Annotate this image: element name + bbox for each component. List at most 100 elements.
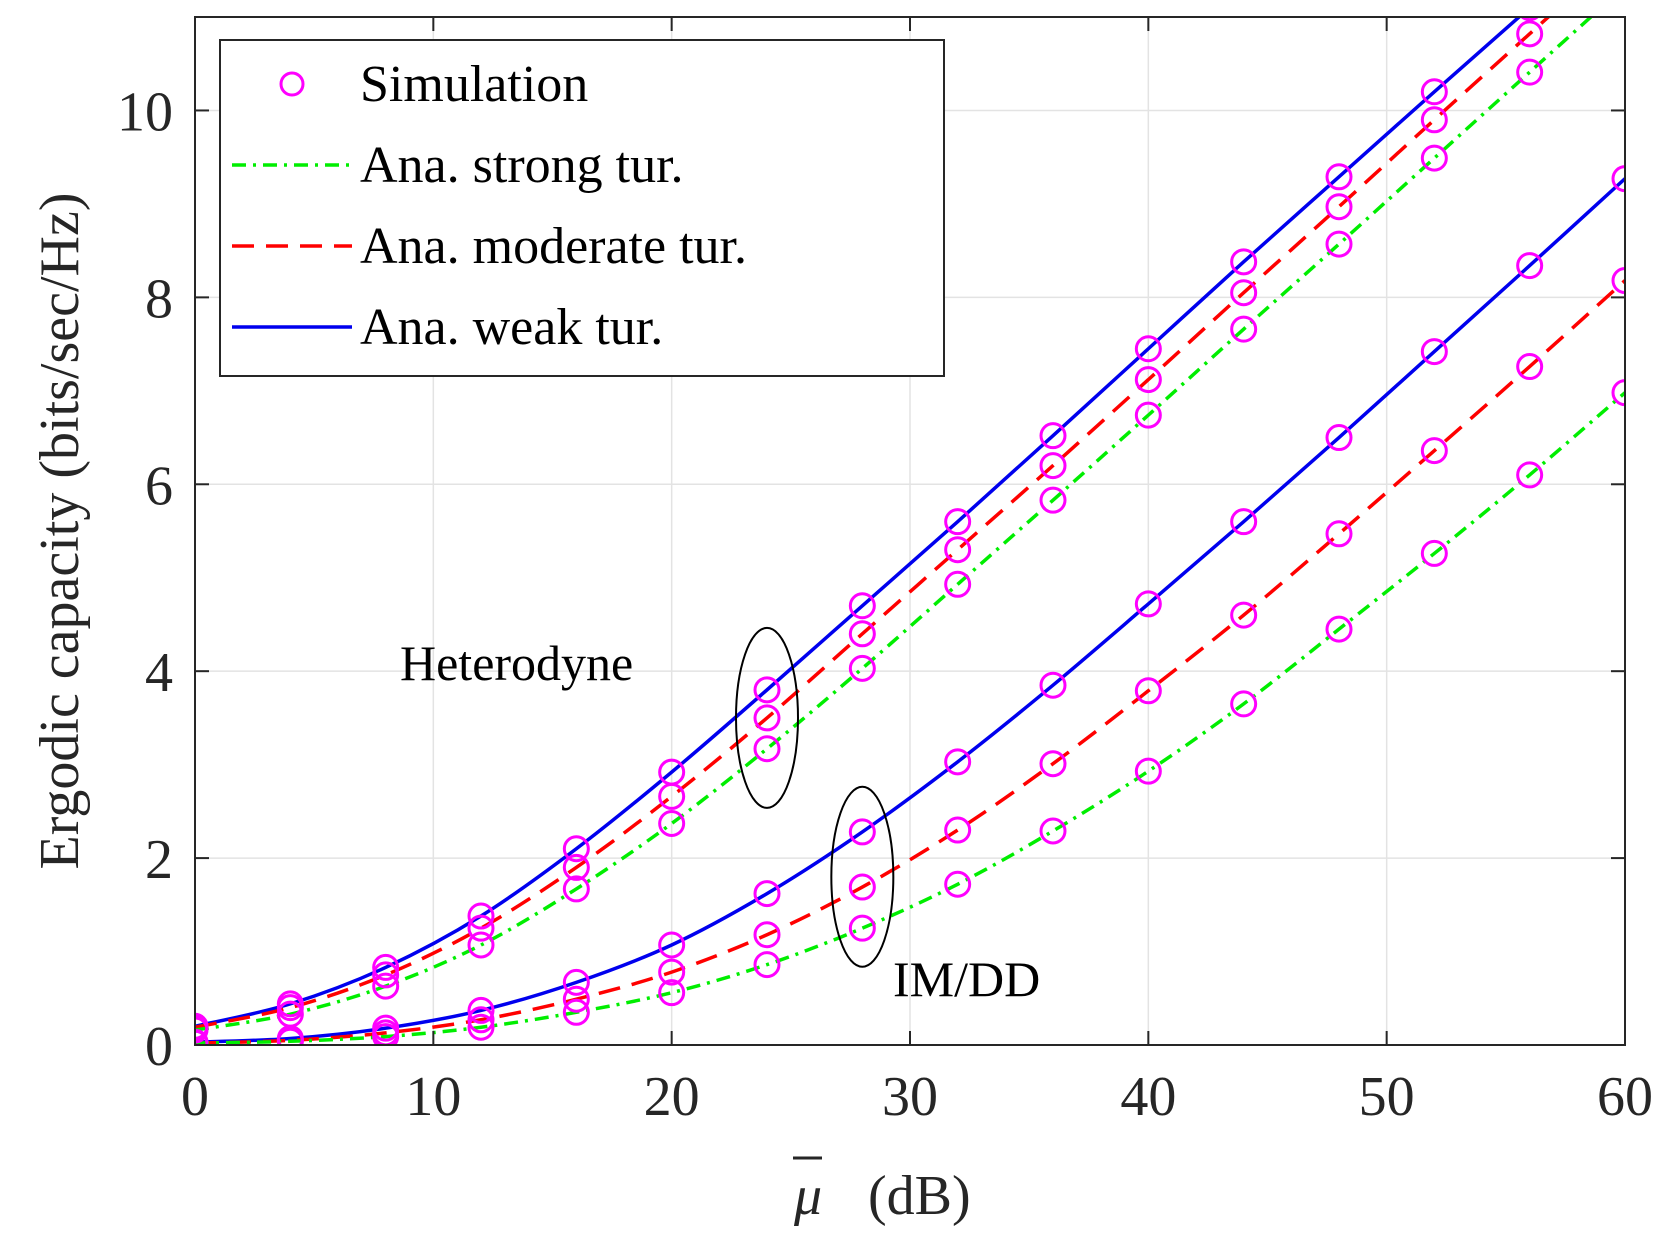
heterodyne-group-ellipse	[735, 626, 799, 809]
heterodyne-weak-sim-point	[1134, 335, 1162, 363]
im-dd-moderate-sim-point	[848, 873, 876, 901]
series-lines	[195, 17, 1625, 1045]
simulation-markers	[195, 17, 1625, 1045]
im-dd-strong-sim-point	[848, 914, 876, 942]
heterodyne-weak-sim-point	[1420, 78, 1448, 106]
heterodyne-strong-sim-point	[753, 735, 781, 763]
heterodyne-weak-line	[195, 17, 1522, 1029]
legend-box	[219, 39, 945, 377]
im-dd-moderate-sim-point	[944, 816, 972, 844]
im-dd-moderate-sim-point	[658, 958, 686, 986]
heterodyne-moderate-sim-point	[1420, 106, 1448, 134]
heterodyne-moderate-line	[195, 17, 1551, 1029]
legend-simulation-marker	[279, 71, 305, 97]
heterodyne-strong-sim-point	[1134, 401, 1162, 429]
y-tick-label: 6	[145, 455, 173, 517]
heterodyne-moderate-sim-point	[944, 536, 972, 564]
heterodyne-weak-sim-point	[944, 508, 972, 536]
im-dd-weak-sim-point	[1039, 671, 1067, 699]
im-dd-moderate-sim-point	[1420, 437, 1448, 465]
heterodyne-strong-sim-point	[1420, 144, 1448, 172]
heterodyne-weak-sim-point	[848, 592, 876, 620]
heterodyne-strong-sim-point	[1039, 486, 1067, 514]
im-dd-strong-sim-point	[1230, 690, 1258, 718]
im-dd-weak-sim-point	[753, 880, 781, 908]
heterodyne-strong-sim-point	[195, 1016, 209, 1044]
im-dd-strong-sim-point	[658, 979, 686, 1007]
heterodyne-weak-sim-point	[1519, 17, 1540, 22]
im-dd-moderate-sim-point	[753, 921, 781, 949]
im-dd-weak-sim-point	[944, 748, 972, 776]
heterodyne-weak-sim-point	[1039, 422, 1067, 450]
im-dd-strong-sim-point	[372, 1023, 400, 1045]
im-dd-moderate-sim-point	[1516, 353, 1544, 381]
heterodyne-moderate-sim-point	[372, 961, 400, 989]
annotations: Heterodyne IM/DD	[400, 626, 1040, 1007]
im-dd-weak-line	[195, 177, 1625, 1044]
im-dd-strong-sim-point	[1134, 757, 1162, 785]
heterodyne-moderate-sim-point	[848, 620, 876, 648]
im-dd-strong-sim-point	[276, 1027, 304, 1045]
y-tick-label: 8	[145, 268, 173, 330]
heterodyne-moderate-sim-point	[1230, 279, 1258, 307]
im-dd-moderate-sim-point	[1230, 601, 1258, 629]
im-dd-weak-sim-point	[1420, 338, 1448, 366]
x-tick-label: 40	[1120, 1066, 1176, 1128]
x-tick-label: 60	[1597, 1066, 1653, 1128]
im-dd-weak-sim-point	[658, 931, 686, 959]
im-dd-weak-sim-point	[1325, 424, 1353, 452]
im-dd-moderate-sim-point	[562, 985, 590, 1013]
heterodyne-weak-sim-point	[372, 953, 400, 981]
legend-moderate-label: Ana. moderate tur.	[360, 218, 747, 275]
y-tick-label: 4	[145, 642, 173, 704]
legend-simulation-label: Simulation	[360, 56, 588, 113]
im-dd-weak-sim-point	[1134, 590, 1162, 618]
im-dd-strong-sim-point	[944, 870, 972, 898]
heterodyne-moderate-sim-point	[658, 782, 686, 810]
legend: Simulation Ana. strong tur. Ana. moderat…	[219, 39, 945, 377]
heterodyne-weak-sim-point	[562, 835, 590, 863]
x-tick-label: 20	[644, 1066, 700, 1128]
axis-ticks: 0 10 20 30 40 50 60 0 2 4 6 8 10	[117, 17, 1653, 1128]
legend-weak-label: Ana. weak tur.	[360, 299, 663, 356]
heterodyne-strong-sim-point	[1516, 58, 1544, 86]
heterodyne-strong-line	[195, 17, 1594, 1032]
imdd-label: IM/DD	[893, 951, 1040, 1007]
im-dd-strong-sim-point	[467, 1013, 495, 1041]
y-axis-title: Ergodic capacity (bits/sec/Hz)	[29, 193, 91, 870]
heterodyne-strong-sim-point	[658, 810, 686, 838]
im-dd-strong-sim-point	[562, 998, 590, 1026]
im-dd-weak-sim-point	[1611, 165, 1625, 193]
heterodyne-moderate-sim-point	[467, 914, 495, 942]
im-dd-moderate-line	[195, 279, 1625, 1045]
im-dd-weak-sim-point	[848, 818, 876, 846]
im-dd-strong-sim-point	[753, 951, 781, 979]
x-tick-label: 10	[405, 1066, 461, 1128]
im-dd-strong-line	[195, 391, 1625, 1045]
y-tick-label: 10	[117, 81, 173, 143]
im-dd-weak-sim-point	[1516, 252, 1544, 280]
heterodyne-weak-sim-point	[1325, 163, 1353, 191]
y-tick-label: 0	[145, 1016, 173, 1078]
heterodyne-moderate-sim-point	[276, 994, 304, 1022]
heterodyne-strong-sim-point	[372, 972, 400, 1000]
heterodyne-strong-sim-point	[1230, 315, 1258, 343]
heterodyne-weak-sim-point	[753, 676, 781, 704]
x-axis-title: μ (dB)	[793, 1156, 971, 1227]
heterodyne-moderate-sim-point	[1134, 366, 1162, 394]
heterodyne-moderate-sim-point	[1516, 20, 1544, 48]
im-dd-weak-sim-point	[562, 968, 590, 996]
heterodyne-strong-sim-point	[562, 875, 590, 903]
heterodyne-strong-sim-point	[467, 931, 495, 959]
heterodyne-moderate-sim-point	[1039, 452, 1067, 480]
heterodyne-label: Heterodyne	[400, 635, 633, 691]
heterodyne-strong-sim-point	[1325, 230, 1353, 258]
x-axis-title-symbol: μ	[793, 1165, 822, 1227]
im-dd-strong-sim-point	[1516, 461, 1544, 489]
im-dd-moderate-sim-point	[467, 1006, 495, 1034]
x-tick-label: 30	[882, 1066, 938, 1128]
im-dd-moderate-sim-point	[1039, 750, 1067, 778]
im-dd-weak-sim-point	[467, 996, 495, 1024]
heterodyne-weak-sim-point	[1230, 248, 1258, 276]
x-tick-label: 50	[1359, 1066, 1415, 1128]
